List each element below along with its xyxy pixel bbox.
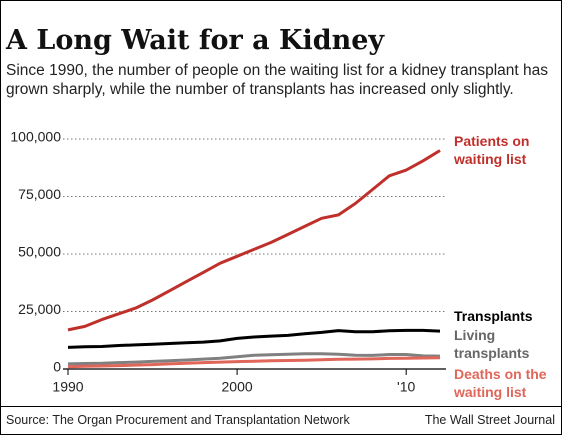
series-line bbox=[67, 352, 441, 366]
series-label: Deaths on the waiting list bbox=[454, 366, 547, 400]
x-tick-label: '10 bbox=[397, 379, 415, 395]
y-tick-label: 25,000 bbox=[18, 301, 61, 317]
source-note: Source: The Organ Procurement and Transp… bbox=[6, 413, 350, 427]
y-tick-label: 75,000 bbox=[18, 186, 61, 202]
y-tick-label: 50,000 bbox=[18, 244, 61, 260]
y-tick-label: 100,000 bbox=[10, 129, 61, 145]
chart-title: A Long Wait for a Kidney bbox=[6, 25, 385, 56]
series-label: Patients on waiting list bbox=[454, 133, 530, 167]
credit: The Wall Street Journal bbox=[424, 413, 555, 427]
series-label: Transplants bbox=[454, 308, 533, 324]
series-line bbox=[67, 356, 441, 369]
x-tick-label: 2000 bbox=[222, 379, 253, 395]
x-tick-label: 1990 bbox=[52, 379, 83, 395]
series-label: Living transplants bbox=[454, 327, 530, 361]
y-tick-label: 0 bbox=[53, 359, 61, 375]
chart-subtitle: Since 1990, the number of people on the … bbox=[6, 62, 548, 98]
series-line bbox=[67, 149, 441, 332]
series-line bbox=[67, 328, 441, 349]
footer-rule bbox=[1, 406, 561, 407]
